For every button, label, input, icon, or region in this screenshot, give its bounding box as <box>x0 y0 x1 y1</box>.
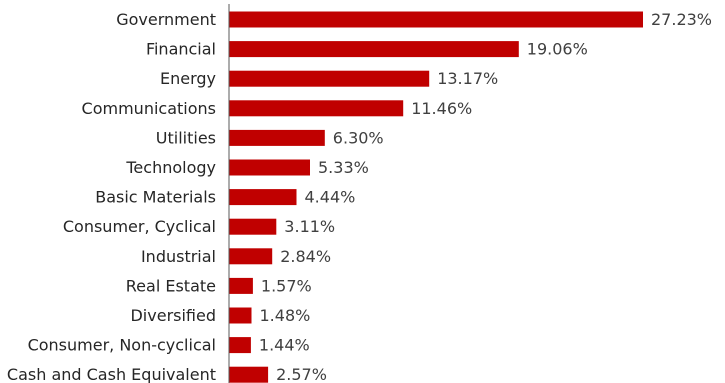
bar-group <box>229 11 643 383</box>
bar <box>229 11 643 28</box>
value-label: 6.30% <box>333 128 384 147</box>
category-label: Diversified <box>130 306 216 325</box>
bar <box>229 189 297 206</box>
value-label: 4.44% <box>305 188 356 207</box>
bar <box>229 159 310 176</box>
value-label-group: 27.23% 19.06% 13.17% 11.46% 6.30% 5.33% 4.44% 3… <box>259 10 712 383</box>
bar <box>229 218 277 235</box>
bar <box>229 129 325 146</box>
bar <box>229 337 251 354</box>
category-label: Technology <box>125 158 216 177</box>
bar <box>229 248 273 265</box>
value-label: 1.48% <box>260 306 311 325</box>
value-label: 3.11% <box>284 217 335 236</box>
bar <box>229 366 269 383</box>
value-label: 5.33% <box>318 158 369 177</box>
category-label: Basic Materials <box>95 188 216 207</box>
bar <box>229 277 253 294</box>
category-label: Utilities <box>156 128 216 147</box>
category-label: Financial <box>146 40 216 59</box>
category-label: Communications <box>82 99 216 118</box>
value-label: 27.23% <box>651 10 712 29</box>
category-label: Energy <box>160 69 216 88</box>
bar <box>229 100 404 117</box>
value-label: 1.44% <box>259 336 310 355</box>
value-label: 13.17% <box>437 69 498 88</box>
category-label: Consumer, Non-cyclical <box>28 336 216 355</box>
category-label: Industrial <box>141 247 216 266</box>
category-label: Consumer, Cyclical <box>63 217 216 236</box>
value-label: 2.57% <box>276 365 327 383</box>
bar <box>229 70 430 87</box>
category-label: Real Estate <box>126 276 216 295</box>
value-label: 1.57% <box>261 276 312 295</box>
bar <box>229 307 252 324</box>
category-label: Cash and Cash Equivalent <box>7 365 216 383</box>
category-label-group: Government Financial Energy Communications U… <box>7 10 216 383</box>
category-label: Government <box>116 10 216 29</box>
value-label: 19.06% <box>527 40 588 59</box>
value-label: 2.84% <box>280 247 331 266</box>
value-label: 11.46% <box>411 99 472 118</box>
bar <box>229 41 519 58</box>
